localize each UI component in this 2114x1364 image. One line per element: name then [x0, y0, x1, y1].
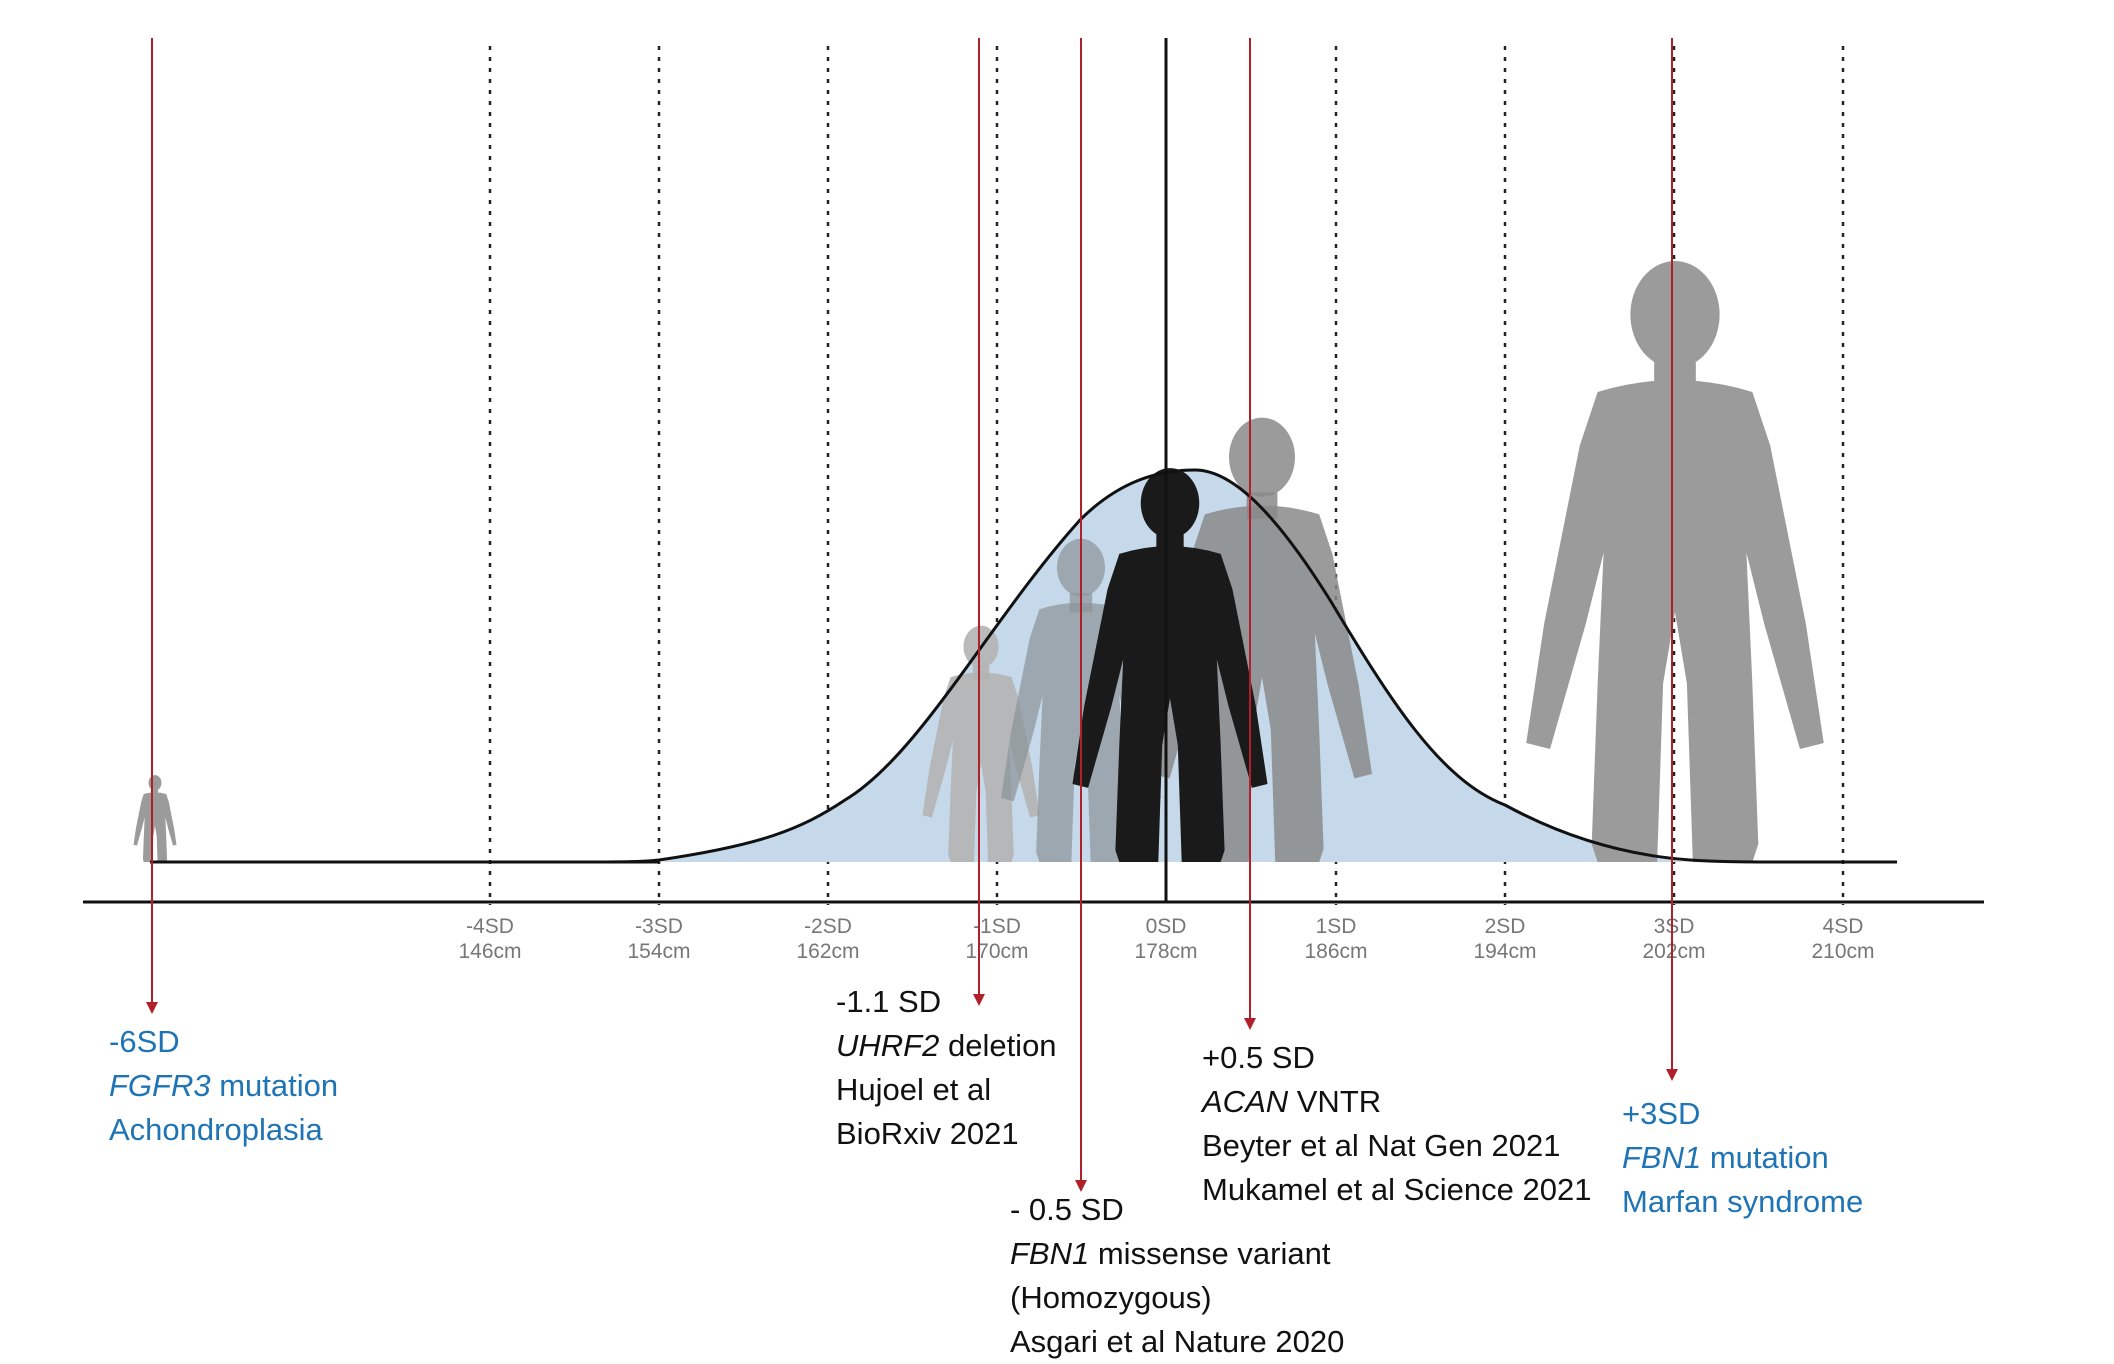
- gene-effect: mutation: [1701, 1140, 1829, 1175]
- axis-tick-labels: -4SD 146cm -3SD 154cm -2SD 162cm -1SD 17…: [458, 915, 1874, 963]
- gene-effect: deletion: [939, 1028, 1057, 1063]
- gene-name: FGFR3: [109, 1068, 211, 1103]
- gene-name: UHRF2: [836, 1028, 940, 1063]
- annotation-sd: +0.5 SD: [1202, 1040, 1315, 1075]
- tick-sd-label: 2SD: [1485, 915, 1526, 938]
- tick-cm-label: 178cm: [1134, 940, 1197, 963]
- annotation-gene-line: FBN1 mutation: [1622, 1136, 1863, 1180]
- tick-cm-label: 210cm: [1811, 940, 1874, 963]
- annotation-sd: - 0.5 SD: [1010, 1192, 1124, 1227]
- tick-sd-label: -4SD: [466, 915, 514, 938]
- gene-effect: VNTR: [1288, 1084, 1382, 1119]
- annotation-reference: Beyter et al Nat Gen 2021: [1202, 1128, 1561, 1163]
- tick-sd-label: 1SD: [1316, 915, 1357, 938]
- annotation-gene-line: FBN1 missense variant: [1010, 1232, 1344, 1276]
- annotation-sd: -6SD: [109, 1024, 180, 1059]
- annotation-reference: Asgari et al Nature 2020: [1010, 1324, 1345, 1359]
- annotation-sd: -1.1 SD: [836, 984, 942, 1019]
- annotation-uhrf2: -1.1 SD UHRF2 deletion Hujoel et al BioR…: [836, 980, 1057, 1156]
- annotation-reference: Mukamel et al Science 2021: [1202, 1172, 1592, 1207]
- sd-gridlines: [488, 46, 1845, 905]
- annotation-gene-line: ACAN VNTR: [1202, 1080, 1591, 1124]
- annotation-achondroplasia: -6SD FGFR3 mutation Achondroplasia: [109, 1020, 338, 1152]
- annotation-acan: +0.5 SD ACAN VNTR Beyter et al Nat Gen 2…: [1202, 1036, 1591, 1212]
- gene-name: FBN1: [1010, 1236, 1090, 1271]
- tick-cm-label: 194cm: [1473, 940, 1536, 963]
- tick-cm-label: 146cm: [458, 940, 521, 963]
- tick-cm-label: 186cm: [1304, 940, 1367, 963]
- tick-sd-label: 4SD: [1823, 915, 1864, 938]
- annotation-reference: Hujoel et al: [836, 1072, 992, 1107]
- annotation-disease: Achondroplasia: [109, 1112, 323, 1147]
- tick-cm-label: 154cm: [627, 940, 690, 963]
- tick-sd-label: -2SD: [804, 915, 852, 938]
- tick-cm-label: 170cm: [965, 940, 1028, 963]
- gene-effect: missense variant: [1089, 1236, 1331, 1271]
- tick-cm-label: 162cm: [796, 940, 859, 963]
- tick-sd-label: 0SD: [1146, 915, 1187, 938]
- tick-sd-label: 3SD: [1654, 915, 1695, 938]
- annotation-gene-line: FGFR3 mutation: [109, 1064, 338, 1108]
- annotation-note: (Homozygous): [1010, 1280, 1212, 1315]
- annotation-sd: +3SD: [1622, 1096, 1701, 1131]
- annotation-disease: Marfan syndrome: [1622, 1184, 1864, 1219]
- annotation-marfan: +3SD FBN1 mutation Marfan syndrome: [1622, 1092, 1863, 1224]
- tick-cm-label: 202cm: [1642, 940, 1705, 963]
- gene-effect: mutation: [210, 1068, 339, 1103]
- variant-markers: [146, 38, 1678, 1192]
- distribution-curve: [150, 468, 1897, 864]
- gene-name: FBN1: [1622, 1140, 1702, 1175]
- silhouette-short: [133, 775, 177, 862]
- tick-sd-label: -3SD: [635, 915, 683, 938]
- annotation-gene-line: UHRF2 deletion: [836, 1024, 1057, 1068]
- silhouette-tall: [1526, 261, 1824, 862]
- tick-sd-label: -1SD: [973, 915, 1021, 938]
- annotation-reference: BioRxiv 2021: [836, 1116, 1019, 1151]
- annotation-fbn1-missense: - 0.5 SD FBN1 missense variant (Homozygo…: [1010, 1188, 1344, 1364]
- gene-name: ACAN: [1202, 1084, 1289, 1119]
